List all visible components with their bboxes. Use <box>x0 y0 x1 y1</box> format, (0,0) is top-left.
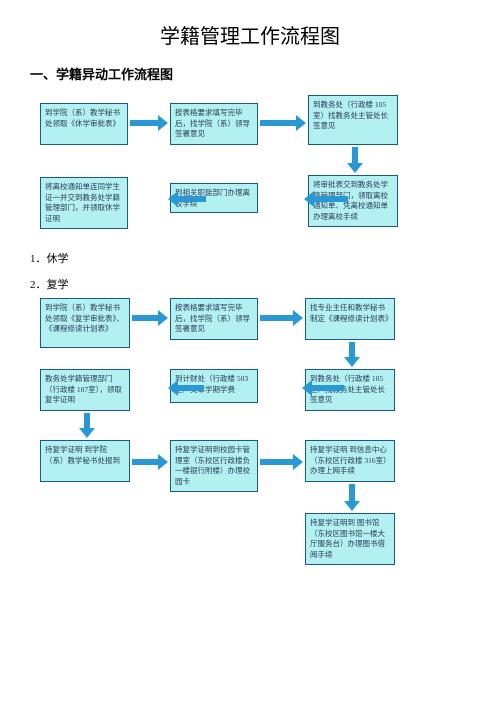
flow-arrow <box>130 115 168 131</box>
flow-arrow <box>79 413 95 438</box>
flow-node: 将离校通知单连同学生证一并交到教务处学籍管理部门，并领取休学证明 <box>40 177 128 229</box>
sub-heading-1: 1．休学 <box>30 250 470 266</box>
flow-node: 按表格要求填写完毕后，找学院（系）领导签署意见 <box>170 298 258 340</box>
flow-arrow <box>302 380 344 396</box>
section-1-heading: 一、学籍异动工作流程图 <box>30 64 470 83</box>
flow-arrow <box>347 147 363 173</box>
flow-arrow <box>304 191 348 207</box>
flow-node: 持复学证明 到信息中心（东校区行政楼 316室）办理上网手续 <box>305 440 395 482</box>
flow-node: 找专业主任和教学秘书制定《课程修读计划表》 <box>305 298 395 340</box>
page-title: 学籍管理工作流程图 <box>30 20 470 49</box>
sub-heading-2: 2．复学 <box>30 276 470 292</box>
flow-arrow <box>168 380 204 396</box>
flow-node: 持复学证明到 图书馆（东校区图书馆一楼大厅服务台）办理图书借阅手续 <box>305 513 395 565</box>
flow-node: 教务处学籍管理部门（行政楼 107室），领取复学证明 <box>40 369 130 411</box>
flow-node: 持复学证明 到学院（系）教学秘书处报到 <box>40 440 130 482</box>
flow-arrow <box>260 310 303 326</box>
flow-arrow <box>260 454 303 470</box>
flow-node: 持复学证明到校园卡管理室（东校区行政楼负一楼银行附楼）办理校园卡 <box>170 440 258 492</box>
flow-arrow <box>132 310 168 326</box>
flow-node: 到学院（系）教学秘书处领取《休学审批表》 <box>40 103 128 145</box>
flow-node: 按表格要求填写完毕后，找学院（系）领导签署意见 <box>170 103 258 145</box>
flowchart-suspension: 到学院（系）教学秘书处领取《休学审批表》按表格要求填写完毕后，找学院（系）领导签… <box>30 95 470 240</box>
flow-arrow <box>344 342 360 367</box>
flow-node: 到学院（系）教学秘书处领取《复学审批表》、《课程修读计划表》 <box>40 298 130 348</box>
flow-arrow <box>132 454 168 470</box>
flowchart-resumption: 到学院（系）教学秘书处领取《复学审批表》、《课程修读计划表》按表格要求填写完毕后… <box>30 298 470 573</box>
flow-node: 到教务处（行政楼 105室）找教务处主管处长签意见 <box>308 95 398 145</box>
flow-arrow <box>344 484 360 511</box>
flow-arrow <box>168 191 206 207</box>
flow-arrow <box>260 115 306 131</box>
